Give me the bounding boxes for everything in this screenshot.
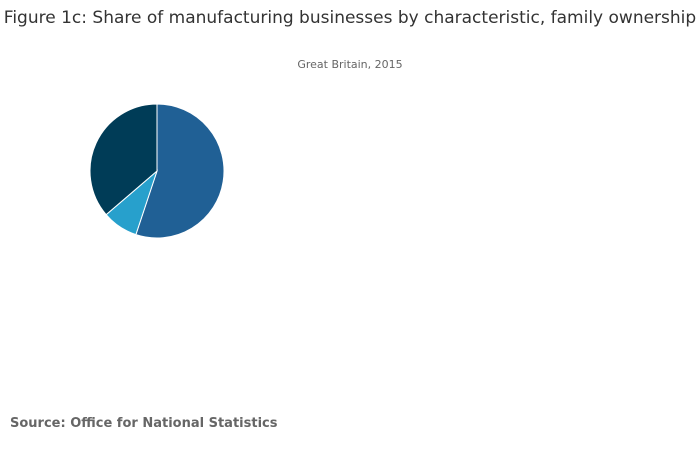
chart-title: Figure 1c: Share of manufacturing busine… [3,8,697,28]
pie-slice-3 [89,103,158,216]
pie-slice-1 [135,103,225,239]
source-note: Source: Office for National Statistics [10,416,278,431]
chart-subtitle: Great Britain, 2015 [297,58,403,71]
